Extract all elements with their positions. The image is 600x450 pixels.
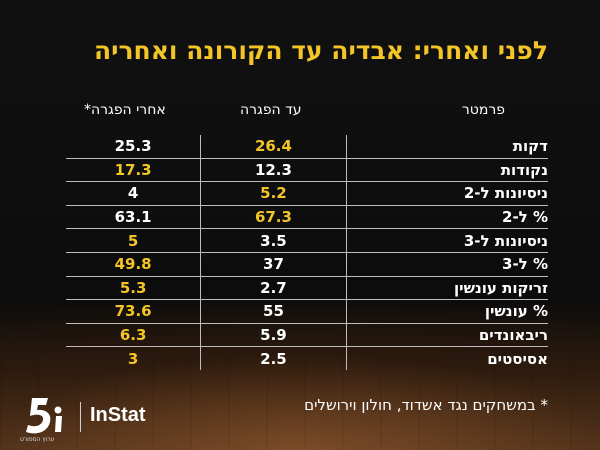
- table-row: % ל-3 37 49.8: [66, 252, 548, 277]
- param-cell: אסיסטים: [345, 346, 548, 370]
- table-row: ניסיונות ל-3 3.5 5: [66, 228, 548, 253]
- footnote: * במשחקים נגד אשדוד, חולון וירושלים: [304, 396, 548, 414]
- param-cell: % ל-3: [345, 252, 548, 277]
- header-before: עד הפגרה: [240, 102, 302, 118]
- after-value-cell: 4: [66, 181, 201, 206]
- table-row: זריקות עונשין 2.7 5.3: [66, 276, 548, 301]
- param-cell: ניסיונות ל-3: [345, 228, 548, 253]
- after-value-cell: 17.3: [66, 158, 201, 183]
- before-value-cell: 37: [200, 252, 347, 277]
- stats-table: דקות 26.4 25.3 נקודות 12.3 17.3 ניסיונות ל-2 5.…: [66, 135, 548, 370]
- before-value-cell: 3.5: [200, 228, 347, 253]
- param-cell: דקות: [345, 135, 548, 159]
- after-value-cell: 73.6: [66, 299, 201, 324]
- before-value-cell: 2.7: [200, 276, 347, 301]
- table-row: דקות 26.4 25.3: [66, 135, 548, 159]
- after-value-cell: 5: [66, 228, 201, 253]
- sport5-caption: ערוץ הספורט: [20, 436, 55, 443]
- before-value-cell: 67.3: [200, 205, 347, 230]
- before-value-cell: 26.4: [200, 135, 347, 159]
- after-value-cell: 6.3: [66, 323, 201, 348]
- table-row: ניסיונות ל-2 5.2 4: [66, 181, 548, 206]
- after-value-cell: 49.8: [66, 252, 201, 277]
- before-value-cell: 5.2: [200, 181, 347, 206]
- before-value-cell: 55: [200, 299, 347, 324]
- table-row: % ל-2 67.3 63.1: [66, 205, 548, 230]
- header-param: פרמטר: [461, 102, 505, 118]
- after-value-cell: 63.1: [66, 205, 201, 230]
- param-cell: זריקות עונשין: [345, 276, 548, 301]
- page-title: לפני ואחרי: אבדיה עד הקורונה ואחריה: [93, 36, 548, 65]
- sport5-logo: [26, 398, 62, 434]
- logo-divider: [80, 402, 81, 432]
- param-cell: ריבאונדים: [345, 323, 548, 348]
- table-row: % עונשין 55 73.6: [66, 299, 548, 324]
- after-value-cell: 5.3: [66, 276, 201, 301]
- instat-logo: InStat: [90, 404, 146, 426]
- before-value-cell: 2.5: [200, 346, 347, 370]
- after-value-cell: 3: [127, 349, 139, 368]
- param-cell: ניסיונות ל-2: [345, 181, 548, 206]
- param-cell: % ל-2: [345, 205, 548, 230]
- table-row: ריבאונדים 5.9 6.3: [66, 323, 548, 348]
- after-value-cell: 25.3: [66, 135, 201, 159]
- before-value-cell: 12.3: [200, 158, 347, 183]
- table-row: אסיסטים 2.5 3: [66, 346, 548, 370]
- param-cell: נקודות: [345, 158, 548, 183]
- before-value-cell: 5.9: [200, 323, 347, 348]
- table-row: נקודות 12.3 17.3: [66, 158, 548, 183]
- parquet-floor: [0, 355, 600, 450]
- param-cell: % עונשין: [345, 299, 548, 324]
- header-after: אחרי הפגרה*: [84, 102, 166, 118]
